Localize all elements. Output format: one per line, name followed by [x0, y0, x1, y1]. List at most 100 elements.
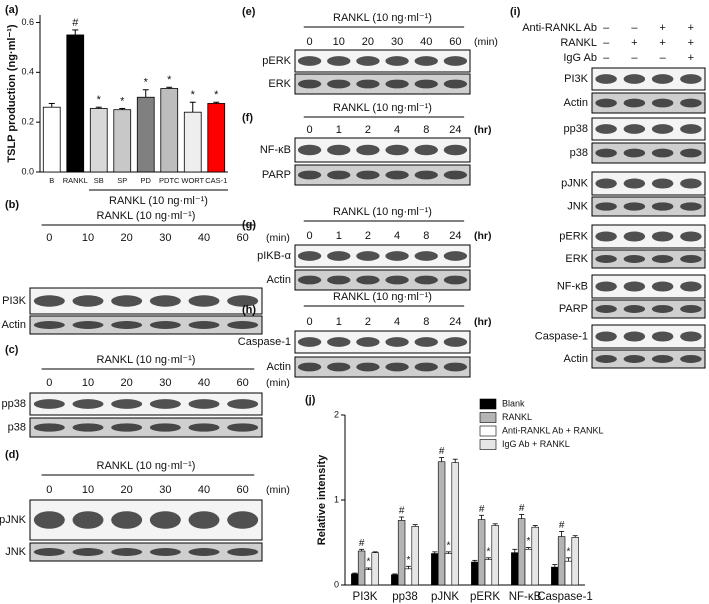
band: [651, 255, 674, 263]
panel-label: (a): [5, 4, 19, 16]
band: [443, 337, 468, 347]
blot-strip: [591, 274, 706, 299]
band: [414, 56, 438, 66]
bar: [511, 552, 519, 586]
band: [680, 231, 702, 242]
band: [623, 281, 646, 292]
lane-label: 2: [365, 124, 371, 136]
band: [227, 511, 259, 529]
band: [111, 548, 143, 556]
lane-label: 0: [46, 377, 52, 389]
significance-marker: #: [439, 446, 445, 457]
band: [72, 548, 104, 556]
band: [443, 251, 468, 261]
lane-unit: (min): [266, 232, 290, 244]
band: [623, 202, 646, 211]
blot-frame: [591, 171, 706, 196]
significance-marker: #: [72, 17, 79, 29]
row-label: JNK: [567, 200, 588, 212]
blot-title: RANKL (10 ng·ml⁻¹): [97, 354, 196, 366]
x-tick-label: Caspase-1: [537, 591, 593, 603]
bar: [484, 559, 493, 586]
condition-sign: +: [688, 37, 694, 49]
bar: [564, 560, 573, 586]
band: [443, 170, 468, 180]
band: [651, 178, 674, 189]
lane-label: 30: [391, 36, 403, 48]
blot-title: RANKL (10 ng·ml⁻¹): [97, 210, 196, 222]
band: [385, 56, 409, 66]
lane-label: 20: [362, 36, 374, 48]
blot-frame: [591, 117, 706, 141]
row-label: pJNK: [0, 514, 27, 526]
band: [680, 202, 702, 211]
blot-strip: [591, 349, 706, 369]
lane-unit: (hr): [474, 230, 492, 242]
band: [356, 337, 380, 347]
bar: [404, 568, 413, 586]
band: [595, 148, 617, 158]
significance-marker: *: [191, 89, 196, 101]
lane-label: 24: [449, 124, 461, 136]
condition-sign: +: [659, 22, 665, 34]
band: [227, 399, 259, 409]
group-label: RANKL (10 ng·ml⁻¹): [109, 195, 208, 207]
lane-label: 1: [336, 124, 342, 136]
bar: [364, 569, 373, 586]
band: [33, 321, 65, 329]
lane-label: 60: [449, 36, 461, 48]
blot-frame: [294, 244, 471, 268]
row-label: pERK: [262, 55, 291, 67]
band: [327, 79, 351, 89]
band: [595, 202, 617, 211]
band: [385, 275, 409, 285]
bar: [431, 553, 439, 586]
band: [414, 337, 438, 347]
lane-label: 10: [82, 377, 94, 389]
lane-label: 8: [423, 316, 429, 328]
band: [297, 337, 322, 347]
blot-strip: [294, 49, 471, 73]
bar: [437, 461, 446, 586]
y-tick-label: 0.0: [21, 166, 34, 176]
significance-marker: *: [526, 536, 530, 547]
blot-frame: [294, 330, 471, 354]
blot-strip: [591, 92, 706, 114]
blot-strip: [294, 269, 471, 291]
band: [595, 255, 617, 263]
band: [227, 548, 259, 556]
band: [595, 231, 617, 242]
band: [356, 56, 380, 66]
condition-sign: +: [659, 37, 665, 49]
band: [595, 305, 617, 313]
row-label: Actin: [267, 274, 291, 286]
band: [188, 399, 220, 409]
lane-label: 1: [336, 230, 342, 242]
condition-sign: –: [631, 52, 638, 64]
band: [327, 144, 351, 156]
bar: [411, 526, 419, 586]
blot-frame: [29, 287, 263, 315]
lane-label: 10: [333, 36, 345, 48]
band: [188, 511, 220, 529]
x-tick-label: CAS-1: [205, 176, 227, 185]
bar: [444, 553, 453, 586]
band: [651, 74, 674, 84]
lane-label: 4: [394, 124, 400, 136]
lane-label: 1: [336, 316, 342, 328]
bar: [391, 574, 399, 586]
band: [385, 362, 409, 372]
blot-strip: [29, 499, 263, 541]
band: [623, 124, 646, 134]
y-tick-label: 0.4: [21, 67, 34, 77]
band: [680, 124, 702, 134]
row-label: pp38: [2, 398, 26, 410]
lane-label: 0: [307, 36, 313, 48]
band: [680, 305, 702, 313]
band: [595, 124, 617, 134]
significance-marker: *: [144, 77, 149, 89]
band: [297, 170, 322, 180]
band: [595, 74, 617, 84]
lane-label: 2: [365, 316, 371, 328]
y-tick-label: 0: [334, 579, 339, 589]
